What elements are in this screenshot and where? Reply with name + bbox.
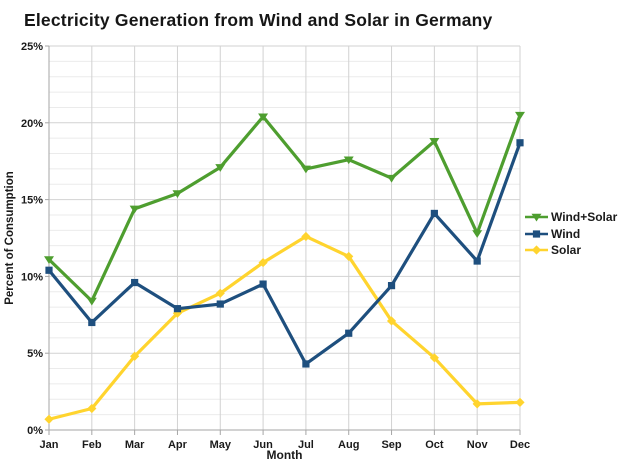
legend-label-wind-solar: Wind+Solar (551, 210, 618, 225)
data-point-wind-solar (343, 156, 354, 165)
chart-title: Electricity Generation from Wind and Sol… (24, 10, 493, 30)
series-wind (45, 139, 524, 368)
data-point-solar (429, 353, 439, 363)
data-point-wind (387, 282, 396, 290)
data-point-wind-solar (472, 230, 483, 238)
x-tick-label: Dec (510, 439, 530, 451)
data-point-wind-solar (215, 164, 226, 172)
y-tick-label: 5% (27, 348, 43, 360)
data-point-solar (172, 308, 183, 318)
data-point-solar (472, 399, 482, 409)
legend-marker-shape-wind (532, 230, 541, 238)
data-point-solar (344, 251, 354, 262)
data-point-wind-solar (515, 111, 525, 120)
data-point-wind (173, 305, 182, 313)
legend-label-solar: Solar (551, 243, 582, 258)
legend-marker-wind (525, 230, 548, 238)
chart-legend: Wind+Solar Wind Solar (525, 209, 617, 259)
legend-marker-wind-solar (525, 214, 548, 222)
data-point-wind-solar (429, 138, 440, 146)
data-point-wind (430, 209, 438, 218)
y-tick-label: 0% (27, 425, 43, 437)
x-tick-label: Mar (125, 439, 145, 451)
x-tick-label: May (210, 439, 232, 451)
data-point-wind-solar (86, 297, 97, 306)
x-tick-label: Apr (168, 439, 188, 451)
x-tick-label: Aug (338, 439, 359, 451)
data-point-wind (88, 318, 96, 327)
data-point-wind-solar (386, 174, 397, 183)
legend-label-wind: Wind (551, 226, 581, 241)
data-point-solar (301, 231, 311, 242)
data-point-wind (216, 300, 224, 308)
y-tick-label: 10% (21, 271, 43, 283)
data-point-wind-solar (129, 205, 140, 214)
data-point-wind (259, 280, 267, 288)
series-line-wind-solar (47, 113, 522, 303)
series-line-wind (47, 141, 522, 366)
data-point-wind (302, 360, 310, 368)
x-tick-label: Jun (253, 439, 273, 451)
y-tick-label: 15% (21, 195, 43, 207)
data-point-solar (215, 288, 225, 298)
data-point-solar (386, 316, 397, 326)
legend-item-solar: Solar (525, 242, 617, 259)
data-point-wind-solar (44, 256, 54, 265)
data-point-wind (45, 266, 53, 274)
series-solar (44, 231, 525, 424)
data-point-wind (131, 278, 139, 287)
data-point-wind-solar (172, 190, 183, 198)
legend-marker-shape-wind-solar (531, 214, 542, 222)
data-point-wind-solar (258, 113, 269, 122)
legend-marker-shape-solar (531, 245, 542, 255)
data-point-wind (473, 257, 481, 265)
data-point-solar (44, 414, 54, 424)
data-point-wind (345, 329, 353, 337)
data-point-wind-solar (300, 165, 311, 174)
x-tick-label: Feb (82, 439, 102, 451)
data-point-solar (87, 403, 97, 414)
x-tick-label: Jul (298, 439, 314, 451)
x-tick-label: Nov (467, 439, 489, 451)
x-axis-title: Month (266, 448, 303, 462)
series-line-solar (47, 234, 522, 421)
legend-item-wind-solar: Wind+Solar (525, 209, 617, 226)
data-point-wind (516, 139, 524, 147)
y-tick-label: 20% (21, 118, 43, 130)
series-wind-solar (44, 111, 525, 306)
x-tick-label: Jan (40, 439, 59, 451)
x-tick-label: Sep (381, 439, 401, 451)
data-point-solar (515, 397, 525, 407)
legend-marker-solar (525, 245, 548, 255)
data-point-solar (130, 351, 140, 361)
data-point-solar (258, 257, 268, 268)
legend-item-wind: Wind (525, 226, 617, 243)
y-tick-label: 25% (21, 41, 43, 53)
x-tick-label: Oct (425, 439, 444, 451)
